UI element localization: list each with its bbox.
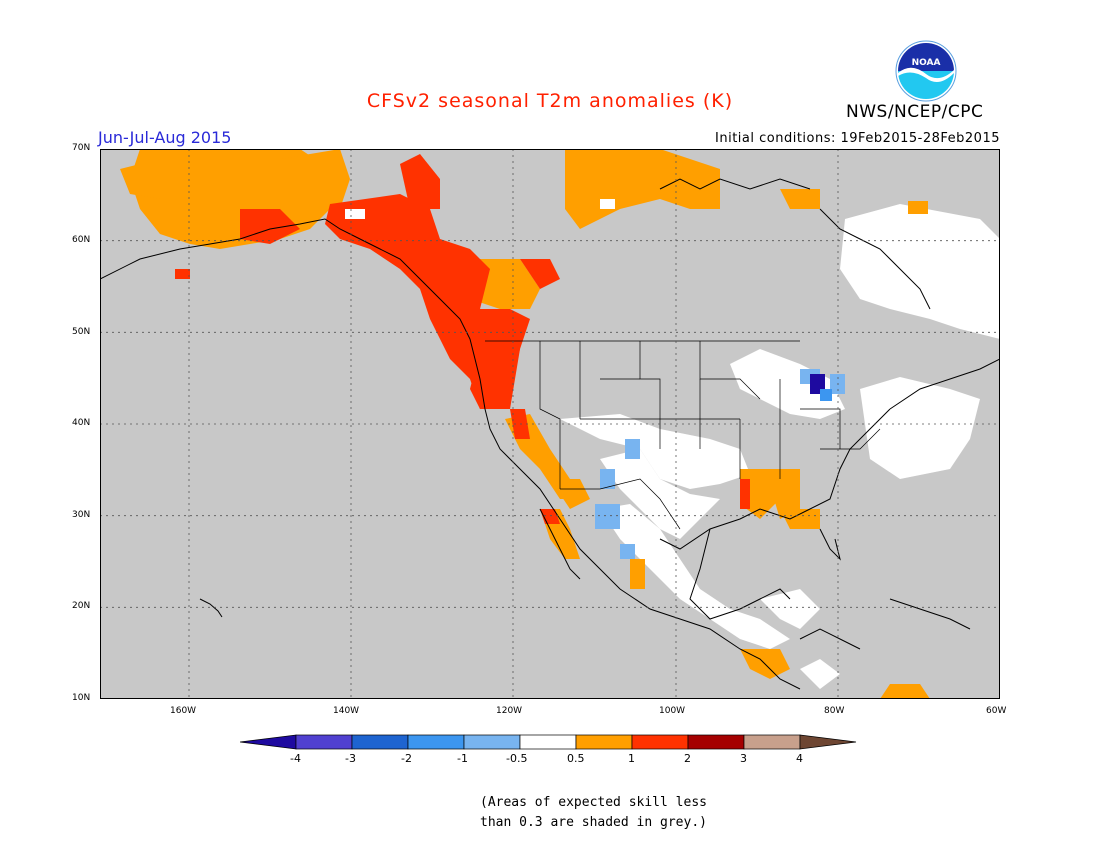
graticule	[100, 149, 1000, 699]
colorbar-tick: 3	[740, 752, 747, 765]
lat-label: 40N	[72, 418, 91, 428]
skill-note-line2: than 0.3 are shaded in grey.)	[480, 815, 707, 830]
initial-conditions-label: Initial conditions: 19Feb2015-28Feb2015	[715, 131, 1000, 146]
colorbar-segment	[799, 734, 857, 750]
lat-label: 20N	[72, 601, 91, 611]
colorbar-segment	[519, 734, 577, 750]
colorbar-tick: -3	[345, 752, 356, 765]
lat-label: 10N	[72, 693, 91, 703]
colorbar-tick: 4	[796, 752, 803, 765]
colorbar-segment	[407, 734, 465, 750]
chart-title: CFSv2 seasonal T2m anomalies (K)	[366, 90, 734, 112]
colorbar-tick: -1	[457, 752, 468, 765]
agency-label: NWS/NCEP/CPC	[846, 102, 984, 122]
colorbar-tick: 2	[684, 752, 691, 765]
noaa-logo: NOAA	[895, 40, 957, 102]
colorbar-segment	[687, 734, 745, 750]
colorbar-segment	[351, 734, 409, 750]
season-label: Jun-Jul-Aug 2015	[98, 128, 232, 147]
lat-label: 50N	[72, 327, 91, 337]
colorbar-segment	[240, 734, 297, 750]
near-normal-regions	[560, 204, 1000, 689]
skill-note: (Areas of expected skill less than 0.3 a…	[480, 793, 707, 833]
colorbar-segment	[631, 734, 689, 750]
logo-text: NOAA	[912, 58, 941, 68]
lat-label: 70N	[72, 143, 91, 153]
colorbar	[240, 734, 857, 750]
lon-label: 120W	[496, 706, 523, 716]
colorbar-tick: 0.5	[567, 752, 585, 765]
coastlines	[100, 178, 1000, 690]
lon-label: 140W	[333, 706, 360, 716]
lon-label: 60W	[986, 706, 1007, 716]
colorbar-segment	[463, 734, 521, 750]
colorbar-tick: -4	[290, 752, 301, 765]
colorbar-tick: -2	[401, 752, 412, 765]
political-borders	[485, 340, 881, 530]
colorbar-segment	[743, 734, 801, 750]
colorbar-segment	[295, 734, 353, 750]
anomaly-map	[100, 149, 1000, 699]
colorbar-tick: 1	[628, 752, 635, 765]
skill-note-line1: (Areas of expected skill less	[480, 795, 707, 810]
lon-label: 160W	[170, 706, 197, 716]
lon-label: 100W	[659, 706, 686, 716]
white-holes	[345, 199, 615, 219]
lat-label: 60N	[72, 235, 91, 245]
colorbar-tick: -0.5	[506, 752, 528, 765]
lat-label: 30N	[72, 510, 91, 520]
lon-label: 80W	[824, 706, 845, 716]
colorbar-segment	[575, 734, 633, 750]
